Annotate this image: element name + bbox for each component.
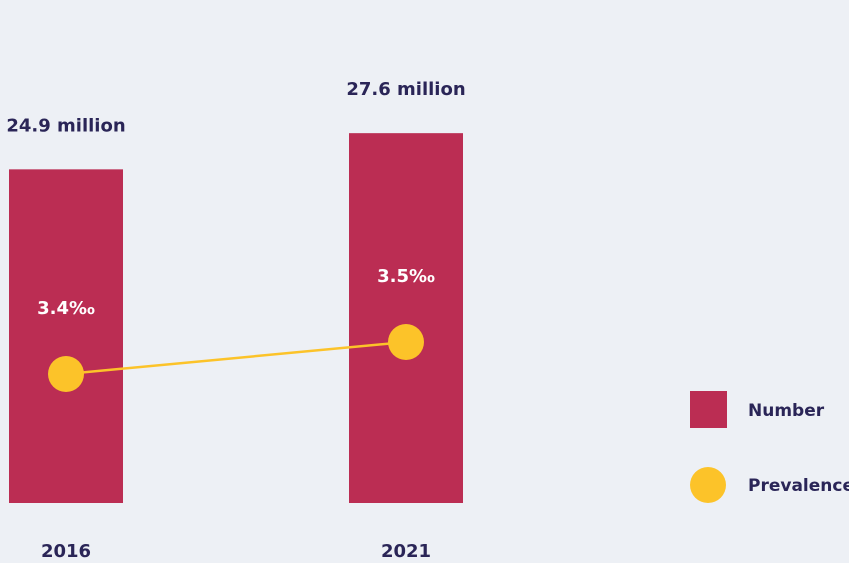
bar-2016 <box>9 169 123 503</box>
bars-group <box>9 133 463 503</box>
prevalence-group <box>48 324 424 392</box>
legend-label-prevalence: Prevalence <box>748 476 849 496</box>
labels-group: 24.9 million 2016 3.4‰ 27.6 million 2021 3.5‰ <box>6 79 465 562</box>
x-tick-label-2016: 2016 <box>41 541 91 562</box>
bar-2021 <box>349 133 463 503</box>
prevalence-label-2016: 3.4‰ <box>37 298 95 319</box>
prevalence-point-2016 <box>48 356 84 392</box>
bar-value-label-2021: 27.6 million <box>346 79 465 100</box>
legend-label-number: Number <box>748 401 825 421</box>
prevalence-label-2021: 3.5‰ <box>377 266 435 287</box>
prevalence-point-2021 <box>388 324 424 360</box>
legend-swatch-number <box>690 391 727 428</box>
legend: Number Prevalence <box>690 391 849 503</box>
legend-swatch-prevalence <box>690 467 726 503</box>
prevalence-line <box>65 340 407 376</box>
x-tick-label-2021: 2021 <box>381 541 431 562</box>
bar-value-label-2016: 24.9 million <box>6 115 125 136</box>
